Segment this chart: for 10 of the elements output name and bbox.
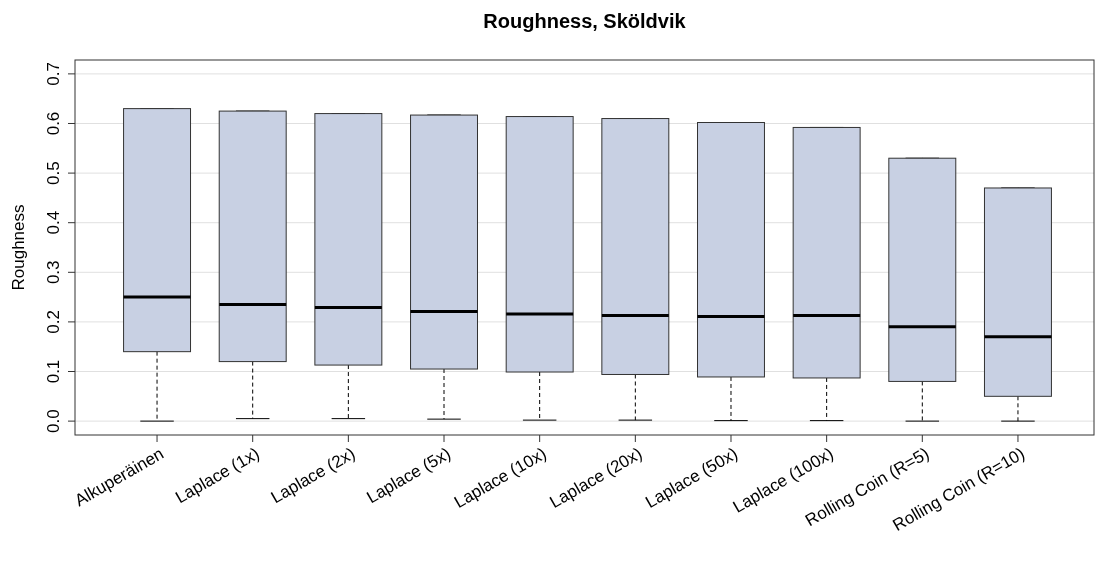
- y-axis-title: Roughness: [9, 204, 28, 291]
- y-tick-label: 0.6: [44, 111, 63, 136]
- chart-title: Roughness, Sköldvik: [483, 10, 687, 32]
- y-tick-label: 0.7: [44, 62, 63, 86]
- y-tick-label: 0.4: [44, 210, 63, 235]
- y-tick-label: 0.2: [44, 310, 63, 334]
- y-tick-label: 0.3: [44, 260, 63, 285]
- y-tick-label: 0.5: [44, 161, 63, 185]
- y-tick-label: 0.1: [44, 359, 63, 384]
- y-tick-label: 0.0: [44, 409, 63, 433]
